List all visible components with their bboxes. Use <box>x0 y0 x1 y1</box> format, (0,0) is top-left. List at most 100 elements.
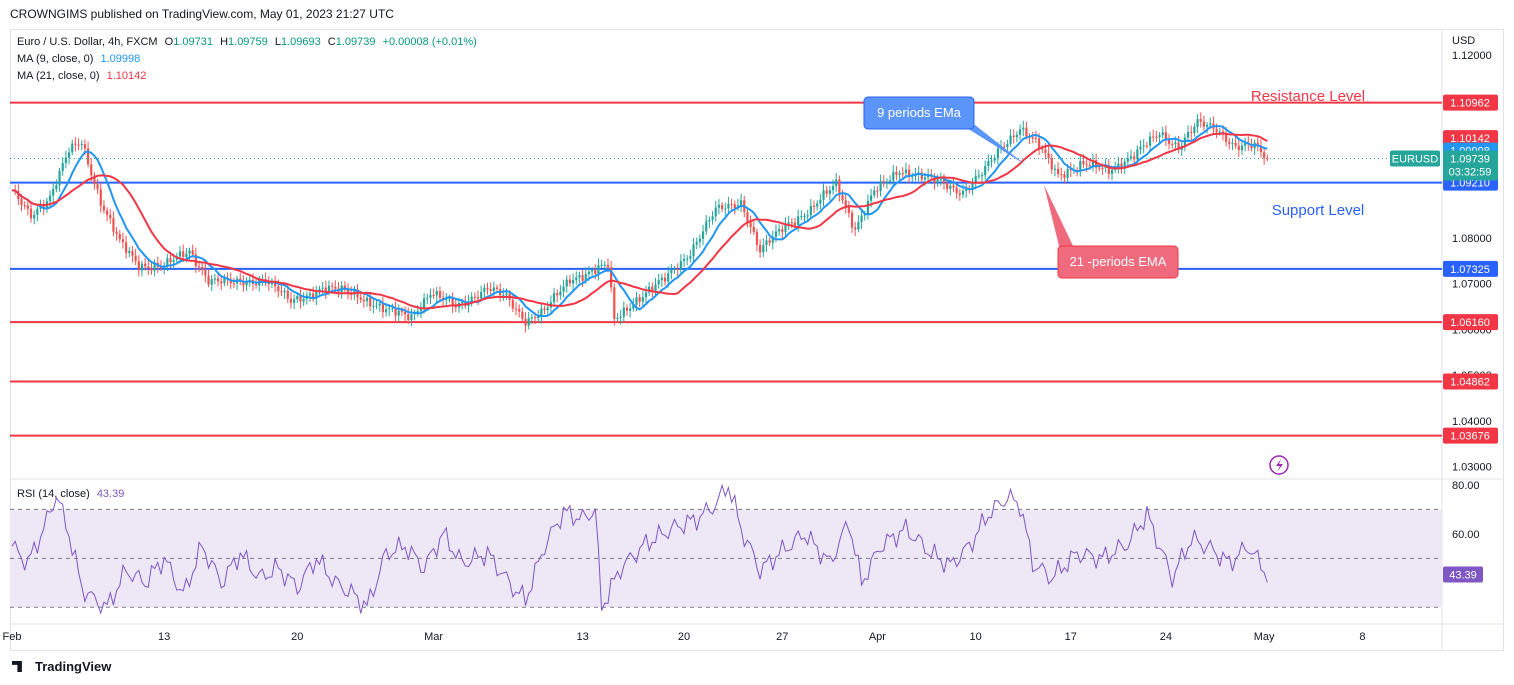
time-tick-label: Feb <box>3 631 22 643</box>
candle-body <box>654 284 657 291</box>
candle-body <box>128 250 131 253</box>
candle-body <box>787 222 790 224</box>
time-tick-label: 13 <box>576 631 588 643</box>
candle-body <box>1142 145 1145 147</box>
candle-body <box>1136 149 1139 160</box>
price-tick-label: 1.12000 <box>1452 50 1492 62</box>
candle-body <box>974 175 977 183</box>
candle-body <box>597 265 600 274</box>
candle-body <box>1133 156 1136 160</box>
bar-countdown: 03:32:59 <box>1449 166 1492 178</box>
candle-body <box>1015 134 1018 138</box>
candle-body <box>121 239 125 243</box>
candle-body <box>1263 152 1266 159</box>
candle-body <box>714 207 717 217</box>
candle-body <box>803 215 806 217</box>
candle-body <box>901 173 904 175</box>
candle-body <box>254 283 258 286</box>
lightning-icon[interactable] <box>1269 455 1289 475</box>
candle-body <box>1199 119 1202 122</box>
candle-body <box>115 231 118 234</box>
candle-body <box>1174 142 1177 145</box>
low-value: 1.09693 <box>280 36 321 48</box>
candle-body <box>749 222 752 228</box>
candle-body <box>1044 149 1047 153</box>
candle-body <box>1167 139 1171 144</box>
candle-body <box>689 256 692 259</box>
ema9-callout-text: 9 periods EMa <box>877 105 962 120</box>
candle-body <box>1069 169 1072 171</box>
level-tag-text: 1.04862 <box>1450 376 1490 388</box>
candle-body <box>993 157 996 161</box>
candle-body <box>1009 135 1012 144</box>
candle-body <box>52 189 55 196</box>
candle-body <box>816 203 819 207</box>
candle-body <box>594 270 597 274</box>
candle-body <box>448 298 451 300</box>
candle-body <box>191 250 194 255</box>
candle-body <box>102 205 106 211</box>
candle-body <box>1171 143 1174 145</box>
candle-body <box>876 190 879 192</box>
level-tag-text: 1.09210 <box>1450 178 1490 190</box>
candle-body <box>410 314 413 321</box>
candle-body <box>140 263 144 271</box>
candle-body <box>432 294 435 296</box>
symbol-name: Euro / U.S. Dollar, 4h, FXCM <box>17 36 158 48</box>
ma21-legend[interactable]: MA (21, close, 0) 1.10142 <box>17 70 150 82</box>
level-tag-text: 1.03676 <box>1450 431 1490 443</box>
candle-body <box>1091 160 1095 166</box>
candle-body <box>527 318 530 326</box>
rsi-legend[interactable]: RSI (14, close) 43.39 <box>17 488 128 500</box>
candle-body <box>435 291 438 296</box>
ma9-line <box>11 125 1268 318</box>
candle-body <box>898 173 901 175</box>
candle-body <box>996 148 999 158</box>
candle-body <box>587 271 591 275</box>
candle-body <box>502 295 505 297</box>
candle-body <box>188 250 191 254</box>
time-tick-label: 20 <box>291 631 303 643</box>
candle-body <box>1129 156 1133 159</box>
candle-body <box>1050 158 1053 170</box>
candle-body <box>882 181 885 183</box>
ema21-callout-text: 21 -periods EMA <box>1070 254 1167 269</box>
candle-body <box>720 204 724 210</box>
candle-body <box>1209 123 1212 125</box>
candle-body <box>717 204 721 208</box>
candle-body <box>606 264 610 268</box>
candle-body <box>1117 163 1120 167</box>
symbol-legend[interactable]: Euro / U.S. Dollar, 4h, FXCM O1.09731 H1… <box>17 36 481 48</box>
candle-body <box>1012 135 1015 138</box>
candle-body <box>556 293 559 296</box>
candle-body <box>676 268 679 271</box>
tradingview-wordmark: TradingView <box>35 659 112 674</box>
candle-body <box>194 254 197 267</box>
candle-body <box>762 245 765 253</box>
candle-body <box>765 240 768 246</box>
tradingview-mark-icon <box>12 661 22 672</box>
candle-body <box>774 231 778 237</box>
candle-body <box>632 304 635 309</box>
candle-body <box>559 291 562 296</box>
tradingview-logo[interactable]: TradingView <box>12 659 111 674</box>
candle-body <box>109 214 112 219</box>
ema9-callout <box>863 96 975 130</box>
candle-body <box>144 263 147 267</box>
candle-body <box>546 307 549 311</box>
ma9-legend[interactable]: MA (9, close, 0) 1.09998 <box>17 53 144 65</box>
candle-body <box>321 287 324 289</box>
candle-body <box>1164 132 1167 140</box>
candle-body <box>841 195 844 201</box>
candle-body <box>825 190 828 194</box>
candle-body <box>445 299 448 301</box>
candle-body <box>470 296 473 302</box>
candle-body <box>505 293 508 296</box>
candle-body <box>866 200 869 215</box>
rsi-line <box>11 483 1268 615</box>
support-annotation: Support Level <box>1272 202 1365 219</box>
candle-body <box>1231 142 1234 144</box>
time-tick-label: 24 <box>1160 631 1172 643</box>
candle-body <box>822 190 825 200</box>
